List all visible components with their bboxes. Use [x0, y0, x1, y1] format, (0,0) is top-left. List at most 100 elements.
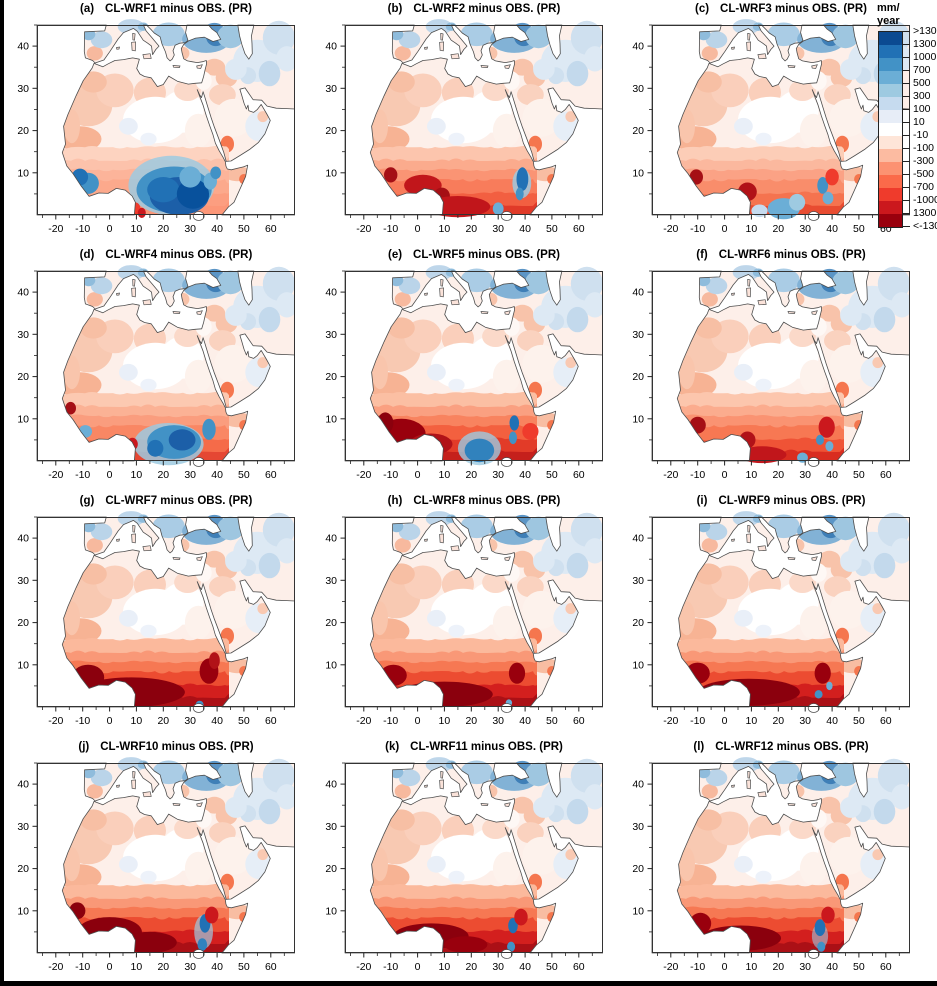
x-tick-label: 30: [184, 223, 196, 235]
x-tick-label: -10: [75, 961, 90, 973]
map-panel-j: -20 -10 0 10 20 30 40 50 60 40 30 20 10: [4, 743, 295, 973]
panel-title-i: (i) CL-WRF9 minus OBS. (PR): [652, 495, 910, 511]
map-svg: -20 -10 0 10 20 30 40 50 60 40 30 20 10: [325, 265, 603, 481]
x-tick-label: 50: [546, 961, 558, 973]
colorbar-label: -100: [913, 142, 935, 154]
x-tick-label: -20: [356, 223, 371, 235]
x-tick-label: 20: [772, 961, 784, 973]
x-tick-label: 20: [465, 961, 477, 973]
x-tick-label: 0: [722, 223, 728, 235]
colorbar-cell: [879, 97, 902, 110]
map-panel-l: -20 -10 0 10 20 30 40 50 60 40 30 20 10: [618, 743, 910, 973]
x-tick-label: -20: [356, 469, 371, 481]
x-tick-label: 10: [439, 469, 451, 481]
colorbar-tick: [903, 186, 910, 188]
y-tick-label: 40: [632, 779, 644, 791]
x-tick-label: 0: [107, 223, 113, 235]
x-tick-label: 50: [546, 715, 558, 727]
map-svg: -20 -10 0 10 20 30 40 50 60 40 30 20 10: [325, 757, 603, 973]
x-tick-label: 50: [853, 961, 865, 973]
map-panel-b: -20 -10 0 10 20 30 40 50 60 40 30 20 10: [311, 5, 603, 235]
colorbar-label: 10: [913, 116, 925, 128]
y-tick-label: 10: [325, 905, 337, 917]
y-tick-label: 10: [325, 659, 337, 671]
x-tick-label: 20: [772, 223, 784, 235]
panel-title-text: CL-WRF5 minus OBS. (PR): [413, 249, 560, 261]
y-tick-label: 30: [325, 575, 337, 587]
y-tick-label: 40: [632, 533, 644, 545]
x-tick-label: 10: [746, 715, 758, 727]
colorbar-tick: [903, 212, 910, 214]
colorbar-tick: [903, 30, 910, 32]
colorbar-label: 700: [913, 64, 931, 76]
colorbar-label: <-1300: [913, 220, 937, 232]
x-tick-label: -10: [75, 469, 90, 481]
x-tick-label: 50: [238, 715, 250, 727]
panel-title-k: (k) CL-WRF11 minus OBS. (PR): [345, 741, 603, 757]
panel-letter: (j): [78, 741, 90, 753]
x-tick-label: 30: [799, 469, 811, 481]
map-svg: -20 -10 0 10 20 30 40 50 60 40 30 20 10: [17, 511, 295, 727]
x-tick-label: -20: [663, 223, 678, 235]
colorbar-title-line2: year: [877, 15, 900, 27]
colorbar-cell: [879, 175, 902, 188]
x-tick-label: 60: [573, 961, 585, 973]
map-panel-k: -20 -10 0 10 20 30 40 50 60 40 30 20 10: [311, 743, 603, 973]
panel-title-text: CL-WRF12 minus OBS. (PR): [715, 741, 869, 753]
y-tick-label: 10: [632, 167, 644, 179]
panel-title-c: (c) CL-WRF3 minus OBS. (PR): [652, 3, 910, 19]
x-tick-label: 30: [492, 223, 504, 235]
colorbar-label: 1000: [913, 51, 937, 63]
panel-title-text: CL-WRF11 minus OBS. (PR): [410, 741, 563, 753]
panel-title-text: CL-WRF3 minus OBS. (PR): [720, 3, 867, 15]
y-tick-label: 20: [632, 125, 644, 137]
panel-letter: (h): [387, 495, 403, 507]
colorbar-tick: [903, 95, 910, 97]
y-tick-label: 10: [17, 413, 29, 425]
panel-title-text: CL-WRF8 minus OBS. (PR): [413, 495, 561, 507]
x-tick-label: 0: [415, 223, 421, 235]
panel-letter: (k): [385, 741, 400, 753]
x-tick-label: 30: [492, 469, 504, 481]
colorbar-label: -500: [913, 168, 935, 180]
x-tick-label: 20: [157, 469, 169, 481]
x-tick-label: 0: [107, 961, 113, 973]
x-tick-label: 50: [546, 469, 558, 481]
x-tick-label: 10: [439, 715, 451, 727]
colorbar-cell: [879, 149, 902, 162]
x-tick-label: 60: [880, 715, 892, 727]
x-tick-label: -10: [383, 961, 398, 973]
x-tick-label: 10: [439, 961, 451, 973]
y-tick-label: 10: [632, 905, 644, 917]
y-tick-label: 20: [325, 371, 337, 383]
panel-title-h: (h) CL-WRF8 minus OBS. (PR): [345, 495, 603, 511]
x-tick-label: 0: [415, 469, 421, 481]
y-tick-label: 20: [325, 863, 337, 875]
x-tick-label: 30: [492, 961, 504, 973]
panel-letter: (g): [79, 495, 95, 507]
colorbar-cell: [879, 201, 902, 214]
panel-letter: (a): [79, 3, 95, 15]
x-tick-label: 60: [573, 223, 585, 235]
colorbar-cell: [879, 71, 902, 84]
x-tick-label: 50: [853, 715, 865, 727]
y-tick-label: 20: [325, 617, 337, 629]
y-tick-label: 30: [632, 329, 644, 341]
y-tick-label: 10: [325, 167, 337, 179]
colorbar-cell: [879, 45, 902, 58]
panel-title-text: CL-WRF7 minus OBS. (PR): [105, 495, 253, 507]
y-tick-label: 30: [632, 821, 644, 833]
colorbar-cell: [879, 110, 902, 123]
y-tick-label: 30: [325, 329, 337, 341]
panel-title-text: CL-WRF4 minus OBS. (PR): [105, 249, 253, 261]
x-tick-label: 0: [722, 961, 728, 973]
panel-letter: (f): [696, 249, 708, 261]
x-tick-label: 40: [826, 715, 838, 727]
panel-title-text: CL-WRF1 minus OBS. (PR): [105, 3, 252, 15]
x-tick-label: 30: [799, 715, 811, 727]
x-tick-label: -10: [383, 469, 398, 481]
x-tick-label: -20: [48, 223, 63, 235]
x-tick-label: 60: [265, 715, 277, 727]
x-tick-label: 40: [826, 223, 838, 235]
